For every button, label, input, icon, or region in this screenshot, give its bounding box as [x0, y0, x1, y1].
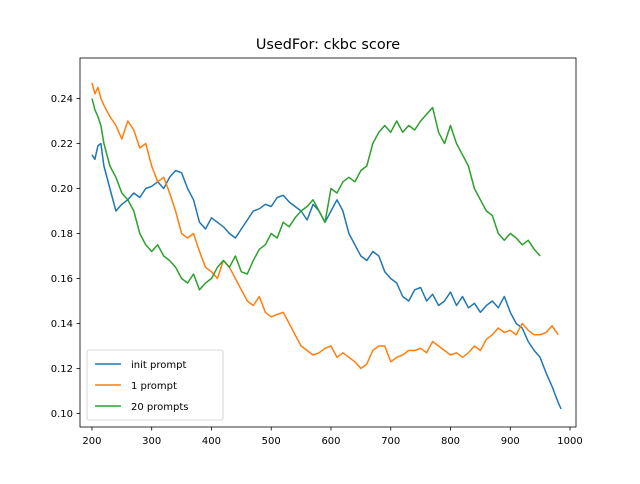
legend-label: init prompt	[131, 360, 186, 371]
series-line-3	[91, 98, 541, 291]
series-line-2	[91, 82, 559, 370]
plot-lines	[91, 82, 562, 410]
x-tick-label: 200	[82, 436, 101, 447]
x-tick-label: 700	[381, 436, 400, 447]
y-tick-label: 0.14	[51, 319, 73, 330]
x-tick-label: 400	[202, 436, 221, 447]
plot-frame	[79, 57, 577, 428]
y-tick-label: 0.24	[51, 94, 73, 105]
y-tick-label: 0.12	[51, 364, 73, 375]
x-axis: 200 300 400 500 600 700 800 900 1000	[82, 427, 583, 447]
y-tick-label: 0.20	[51, 184, 73, 195]
x-tick-label: 900	[501, 436, 520, 447]
y-tick-label: 0.16	[51, 274, 73, 285]
y-axis: 0.10 0.12 0.14 0.16 0.18 0.20 0.22 0.24	[51, 94, 80, 420]
legend-label: 20 prompts	[131, 402, 188, 413]
x-tick-label: 500	[262, 436, 281, 447]
y-tick-label: 0.18	[51, 229, 73, 240]
x-tick-label: 800	[441, 436, 460, 447]
x-tick-label: 1000	[557, 436, 582, 447]
legend-box	[86, 349, 224, 421]
x-tick-label: 600	[321, 436, 340, 447]
legend-label: 1 prompt	[131, 381, 177, 392]
legend: init prompt 1 prompt 20 prompts	[86, 349, 224, 421]
chart-title: UsedFor: ckbc score	[256, 37, 400, 53]
y-tick-label: 0.22	[51, 139, 73, 150]
x-tick-label: 300	[142, 436, 161, 447]
y-tick-label: 0.10	[51, 409, 73, 420]
